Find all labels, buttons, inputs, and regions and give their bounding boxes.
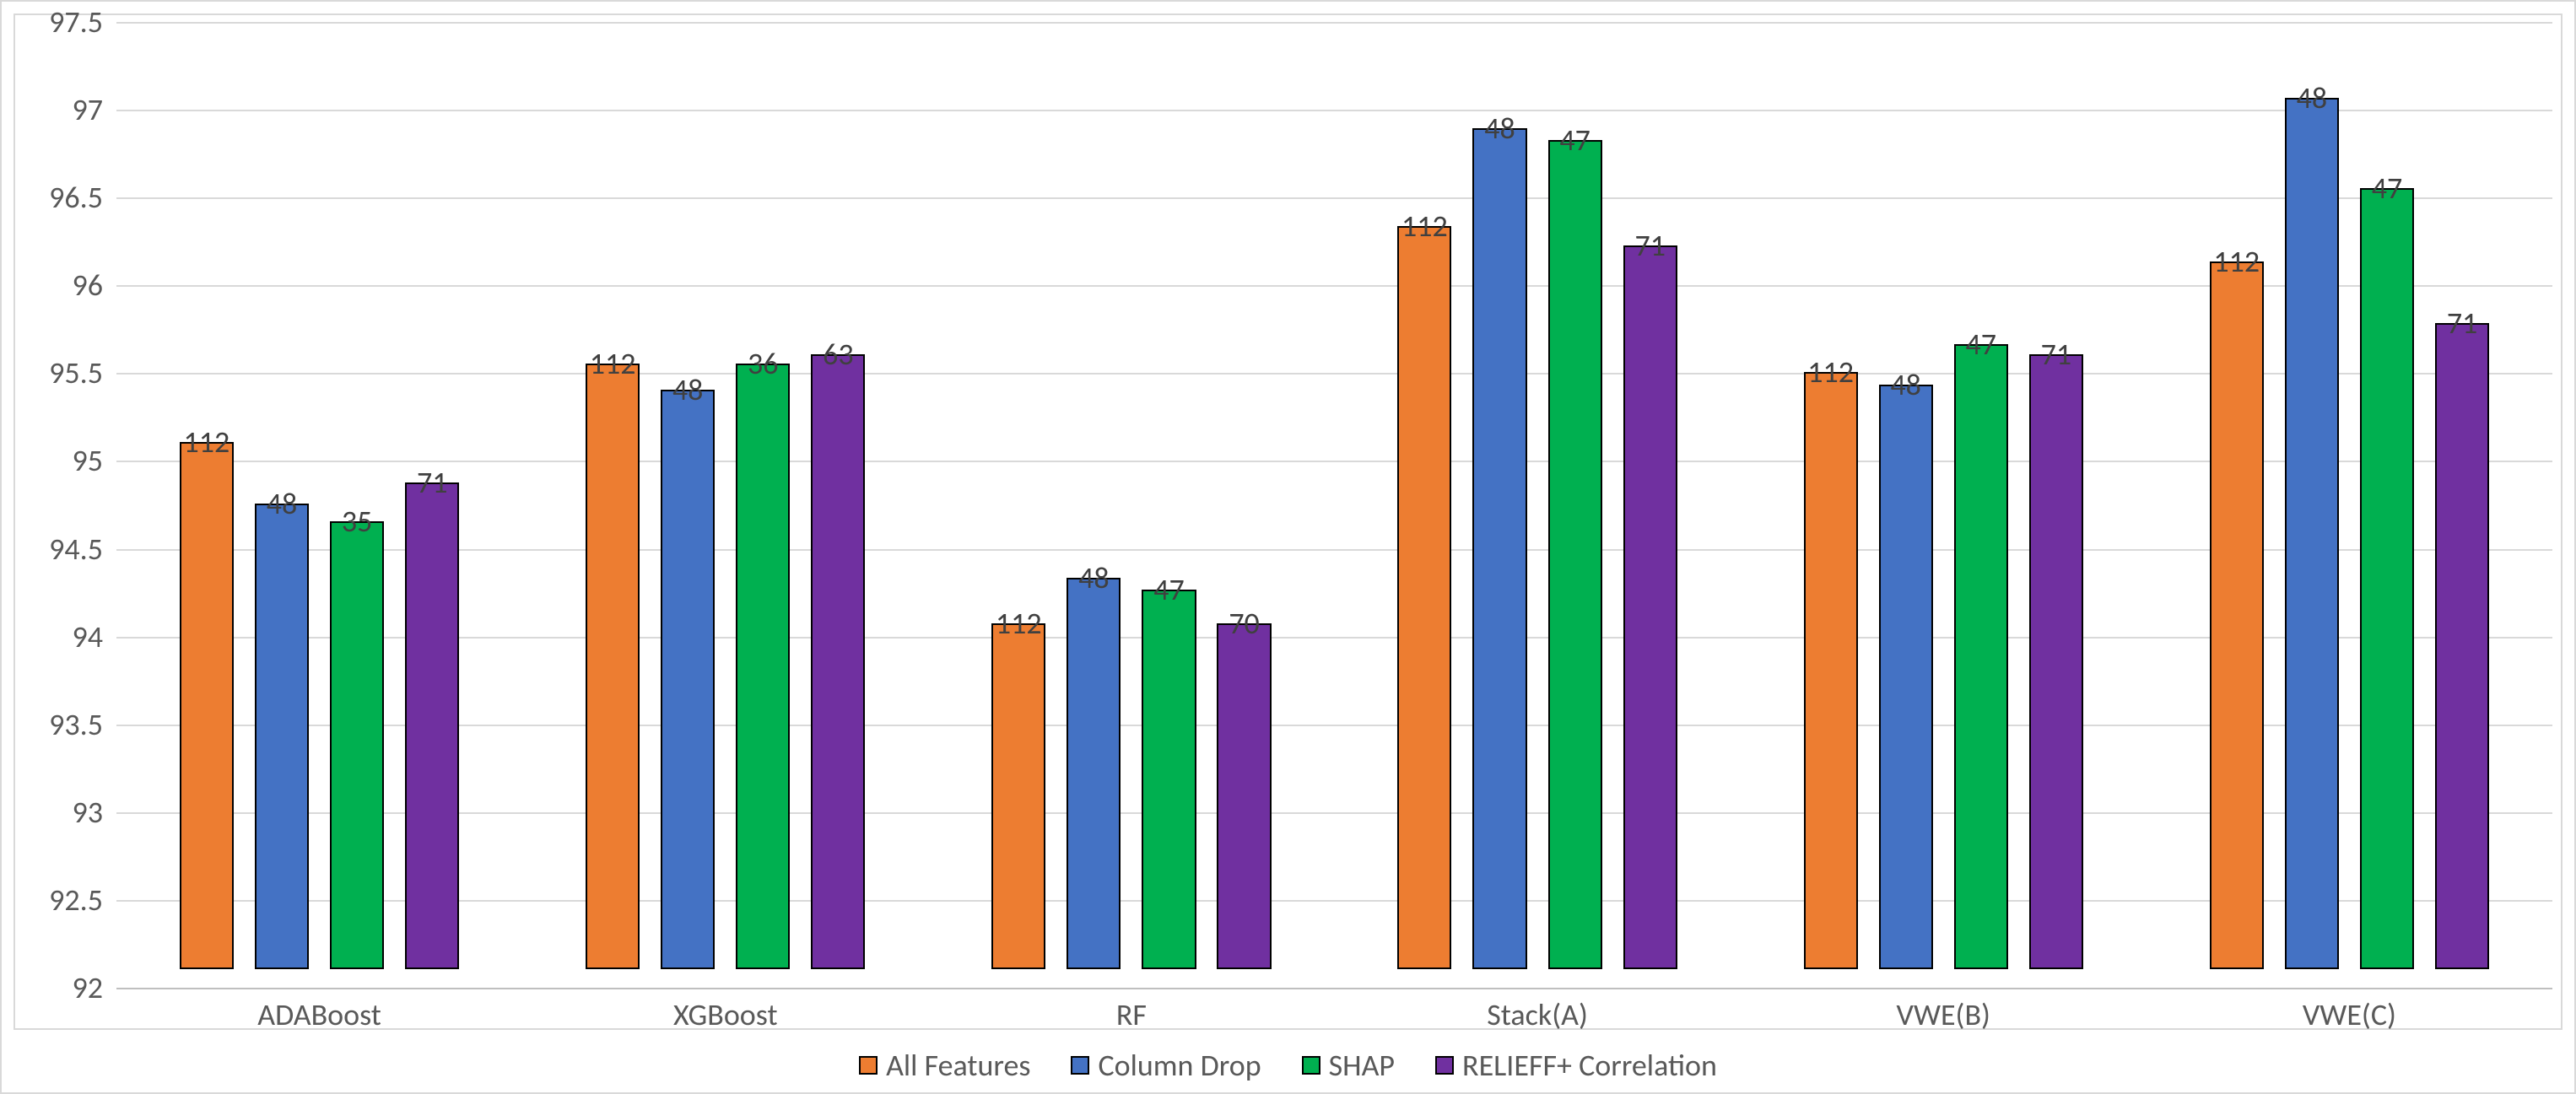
bar bbox=[2360, 188, 2414, 969]
bar bbox=[330, 521, 384, 969]
bar bbox=[736, 364, 790, 969]
bar-value-label: 47 bbox=[1153, 571, 1185, 608]
gridline bbox=[116, 725, 2552, 726]
bar-value-label: 35 bbox=[342, 503, 373, 540]
x-axis-baseline bbox=[116, 988, 2552, 989]
legend-swatch-icon bbox=[1435, 1056, 1454, 1075]
bar-value-label: 112 bbox=[1401, 207, 1448, 245]
legend-swatch-icon bbox=[1302, 1056, 1320, 1075]
gridline bbox=[116, 285, 2552, 287]
legend-label: RELIEFF+ Correlation bbox=[1462, 1047, 1717, 1084]
y-tick-label: 97 bbox=[15, 91, 103, 128]
y-tick-label: 96.5 bbox=[15, 179, 103, 216]
bar-value-label: 48 bbox=[1078, 559, 1110, 596]
bar bbox=[661, 390, 715, 969]
bar bbox=[1397, 226, 1451, 969]
y-tick-label: 95 bbox=[15, 442, 103, 479]
bar bbox=[1804, 372, 1858, 969]
bar bbox=[255, 504, 309, 969]
legend-swatch-icon bbox=[859, 1056, 878, 1075]
bar bbox=[1472, 128, 1526, 969]
bar bbox=[811, 354, 865, 969]
y-tick-label: 96 bbox=[15, 267, 103, 304]
bar-value-label: 36 bbox=[748, 345, 779, 382]
legend-item-2: SHAP bbox=[1302, 1047, 1395, 1084]
bar-value-label: 71 bbox=[2447, 304, 2478, 342]
y-tick-label: 92.5 bbox=[15, 881, 103, 919]
x-tick-label: VWE(C) bbox=[2303, 996, 2396, 1033]
bar bbox=[1067, 578, 1121, 969]
plot-frame: 9292.59393.59494.59595.59696.59797.5ADAB… bbox=[14, 13, 2562, 1030]
gridline bbox=[116, 637, 2552, 639]
bar-value-label: 48 bbox=[1890, 366, 1921, 403]
gridline bbox=[116, 22, 2552, 24]
bar-value-label: 48 bbox=[1484, 110, 1515, 147]
x-tick-label: XGBoost bbox=[673, 996, 778, 1033]
bar bbox=[405, 482, 459, 969]
bar bbox=[180, 442, 234, 969]
legend-label: All Features bbox=[886, 1047, 1030, 1084]
bar-value-label: 71 bbox=[1634, 227, 1666, 264]
bar bbox=[2210, 261, 2264, 969]
bar-value-label: 47 bbox=[2372, 170, 2403, 207]
x-tick-label: RF bbox=[1116, 996, 1147, 1033]
gridline bbox=[116, 900, 2552, 902]
bar-value-label: 112 bbox=[996, 605, 1042, 642]
gridline bbox=[116, 197, 2552, 199]
y-tick-label: 92 bbox=[15, 969, 103, 1006]
x-tick-label: Stack(A) bbox=[1487, 996, 1588, 1033]
bar-value-label: 48 bbox=[2297, 79, 2328, 116]
gridline bbox=[116, 549, 2552, 551]
bar-value-label: 112 bbox=[184, 423, 230, 461]
legend-label: Column Drop bbox=[1098, 1047, 1261, 1084]
bar bbox=[2435, 323, 2489, 969]
bar bbox=[1879, 385, 1933, 969]
bar-value-label: 112 bbox=[1807, 353, 1854, 391]
x-tick-label: VWE(B) bbox=[1897, 996, 1990, 1033]
y-tick-label: 95.5 bbox=[15, 354, 103, 391]
bar-value-label: 71 bbox=[417, 464, 448, 501]
bar bbox=[1548, 140, 1602, 969]
gridline bbox=[116, 461, 2552, 462]
y-tick-label: 93.5 bbox=[15, 706, 103, 743]
bar-value-label: 47 bbox=[1966, 326, 1997, 363]
bar-value-label: 112 bbox=[2213, 243, 2260, 280]
legend-item-1: Column Drop bbox=[1071, 1047, 1261, 1084]
gridline bbox=[116, 110, 2552, 111]
bar bbox=[2029, 354, 2083, 969]
gridline bbox=[116, 812, 2552, 814]
y-tick-label: 97.5 bbox=[15, 3, 103, 40]
x-tick-label: ADABoost bbox=[257, 996, 381, 1033]
bar bbox=[586, 364, 640, 969]
bar-value-label: 48 bbox=[267, 485, 298, 522]
bar-value-label: 71 bbox=[2041, 336, 2072, 373]
bar bbox=[991, 623, 1045, 969]
y-tick-label: 94.5 bbox=[15, 531, 103, 568]
y-tick-label: 93 bbox=[15, 794, 103, 831]
gridline bbox=[116, 373, 2552, 375]
bar bbox=[2285, 98, 2339, 969]
legend-item-3: RELIEFF+ Correlation bbox=[1435, 1047, 1717, 1084]
bar bbox=[1954, 344, 2008, 969]
legend: All Features Column Drop SHAP RELIEFF+ Corr… bbox=[14, 1047, 2562, 1084]
bar bbox=[1142, 590, 1196, 969]
chart-container: 92 92.5 93 93.5 94 94.5 95 95.5 96 96.5 97 97.5 ADAB… bbox=[0, 0, 2576, 1094]
bar-value-label: 63 bbox=[823, 336, 854, 373]
bar-value-label: 48 bbox=[672, 371, 704, 408]
bar bbox=[1623, 245, 1677, 969]
legend-item-0: All Features bbox=[859, 1047, 1030, 1084]
legend-swatch-icon bbox=[1071, 1056, 1089, 1075]
y-tick-label: 94 bbox=[15, 618, 103, 655]
bar bbox=[1217, 623, 1271, 969]
bar-value-label: 70 bbox=[1229, 605, 1260, 642]
bar-value-label: 112 bbox=[590, 345, 636, 382]
bar-value-label: 47 bbox=[1559, 121, 1590, 159]
legend-label: SHAP bbox=[1329, 1047, 1395, 1084]
